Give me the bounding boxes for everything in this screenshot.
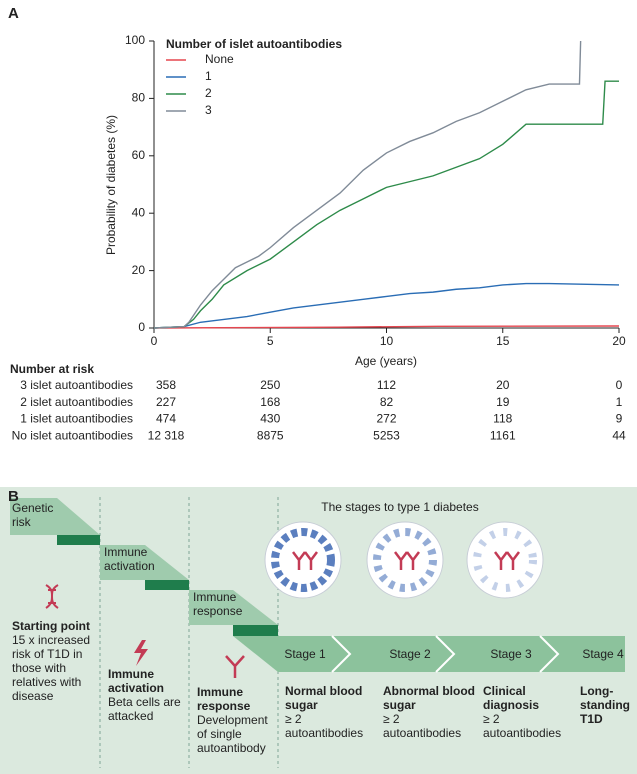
y-tick-label: 100 bbox=[125, 33, 145, 47]
column-body: ≥ 2 autoantibodies bbox=[383, 712, 462, 740]
column-heading: Abnormal blood sugar bbox=[383, 684, 475, 712]
stage-label: Stage 3 bbox=[490, 647, 532, 661]
risk-value: 12 318 bbox=[148, 428, 185, 442]
series-line bbox=[153, 282, 620, 329]
panel-b-art bbox=[10, 497, 625, 768]
y-axis-label: Probability of diabetes (%) bbox=[104, 115, 118, 255]
x-tick-label: 0 bbox=[151, 334, 158, 348]
series-line bbox=[153, 80, 619, 329]
column-heading: Immune response bbox=[197, 685, 251, 713]
risk-value: 20 bbox=[496, 378, 510, 392]
panel-label: A bbox=[8, 5, 19, 22]
risk-value: 430 bbox=[260, 412, 280, 426]
risk-value: 1 bbox=[616, 395, 623, 409]
risk-row-label: 3 islet autoantibodies bbox=[20, 378, 133, 392]
column-heading: Clinical diagnosis bbox=[483, 684, 540, 712]
step-bar bbox=[145, 580, 189, 590]
panel-b: B The stages to type 1 diabetes Genetic … bbox=[0, 487, 637, 774]
risk-value: 118 bbox=[493, 412, 512, 426]
x-tick-label: 20 bbox=[612, 334, 626, 348]
step-band bbox=[189, 590, 278, 625]
step-band bbox=[10, 498, 100, 535]
column-body: ≥ 2 autoantibodies bbox=[285, 712, 364, 740]
risk-row-label: 2 islet autoantibodies bbox=[20, 395, 133, 409]
diagram bbox=[10, 497, 625, 768]
stage-band bbox=[233, 636, 625, 672]
stage-label: Stage 4 bbox=[582, 647, 624, 661]
islet-icons bbox=[264, 521, 544, 599]
column-body: Beta cells are attacked bbox=[108, 695, 181, 723]
panel-a: A Age (years) Probability of diabetes (%… bbox=[8, 5, 626, 442]
legend-label: 3 bbox=[205, 103, 212, 117]
y-tick-label: 60 bbox=[132, 148, 146, 162]
x-tick-label: 5 bbox=[267, 334, 274, 348]
column-text: Normal blood sugar ≥ 2 autoantibodies bbox=[285, 684, 380, 740]
series-line bbox=[153, 40, 582, 329]
column-heading: Long-standing T1D bbox=[580, 684, 630, 726]
y-tick-label: 40 bbox=[132, 205, 146, 219]
column-body: 15 x increased risk of T1D in those with… bbox=[12, 633, 91, 703]
step-label: Immune response bbox=[193, 590, 243, 618]
y-tick-label: 0 bbox=[138, 320, 145, 334]
column-heading: Normal blood sugar bbox=[285, 684, 363, 712]
risk-value: 5253 bbox=[373, 428, 400, 442]
column-heading: Immune activation bbox=[108, 667, 165, 695]
chevrons bbox=[331, 635, 560, 673]
column-heading: Starting point bbox=[12, 619, 90, 633]
x-tick-label: 10 bbox=[380, 334, 394, 348]
risk-value: 227 bbox=[156, 395, 176, 409]
series-line bbox=[153, 325, 620, 329]
risk-value: 250 bbox=[260, 378, 280, 392]
risk-value: 272 bbox=[376, 412, 396, 426]
risk-value: 1161 bbox=[490, 428, 516, 442]
antibody-icon bbox=[225, 655, 245, 678]
risk-row-label: 1 islet autoantibodies bbox=[20, 412, 133, 426]
x-axis-label: Age (years) bbox=[355, 354, 417, 368]
legend-label: 2 bbox=[205, 86, 212, 100]
column-text: Immune activation Beta cells are attacked bbox=[108, 667, 188, 723]
legend-label: None bbox=[205, 52, 234, 66]
y-tick-label: 80 bbox=[132, 91, 146, 105]
column-text: Starting point 15 x increased risk of T1D… bbox=[12, 619, 98, 703]
panel-label: B bbox=[8, 488, 19, 505]
risk-value: 112 bbox=[377, 378, 396, 392]
stage-label: Stage 2 bbox=[389, 647, 431, 661]
risk-value: 8875 bbox=[257, 428, 284, 442]
column-text: Long-standing T1D bbox=[580, 684, 632, 726]
risk-value: 82 bbox=[380, 395, 394, 409]
column-body: ≥ 2 autoantibodies bbox=[483, 712, 562, 740]
step-label: Immune activation bbox=[104, 545, 155, 573]
risk-table-title: Number at risk bbox=[10, 362, 94, 376]
risk-value: 0 bbox=[616, 378, 623, 392]
diagram-title: The stages to type 1 diabetes bbox=[321, 500, 479, 514]
risk-value: 474 bbox=[156, 412, 176, 426]
step-label: Genetic risk bbox=[12, 501, 54, 529]
risk-value: 44 bbox=[612, 428, 626, 442]
risk-value: 358 bbox=[156, 378, 176, 392]
step-bar bbox=[233, 625, 278, 636]
column-text: Clinical diagnosis ≥ 2 autoantibodies bbox=[483, 684, 578, 740]
risk-value: 19 bbox=[496, 395, 510, 409]
legend-label: 1 bbox=[205, 69, 212, 83]
column-body: Development of single autoantibody bbox=[197, 713, 268, 755]
y-tick-label: 20 bbox=[132, 263, 146, 277]
legend-title: Number of islet autoantibodies bbox=[166, 37, 342, 51]
column-text: Immune response Development of single aut… bbox=[197, 685, 277, 755]
step-bar bbox=[57, 535, 100, 545]
risk-value: 9 bbox=[616, 412, 623, 426]
lightning-icon bbox=[134, 640, 148, 666]
risk-row-label: No islet autoantibodies bbox=[12, 428, 133, 442]
step-band bbox=[100, 545, 189, 580]
column-text: Abnormal blood sugar ≥ 2 autoantibodies bbox=[383, 684, 478, 740]
risk-value: 168 bbox=[260, 395, 280, 409]
dna-icon bbox=[45, 584, 59, 609]
stage-label: Stage 1 bbox=[284, 647, 326, 661]
x-tick-label: 15 bbox=[496, 334, 510, 348]
